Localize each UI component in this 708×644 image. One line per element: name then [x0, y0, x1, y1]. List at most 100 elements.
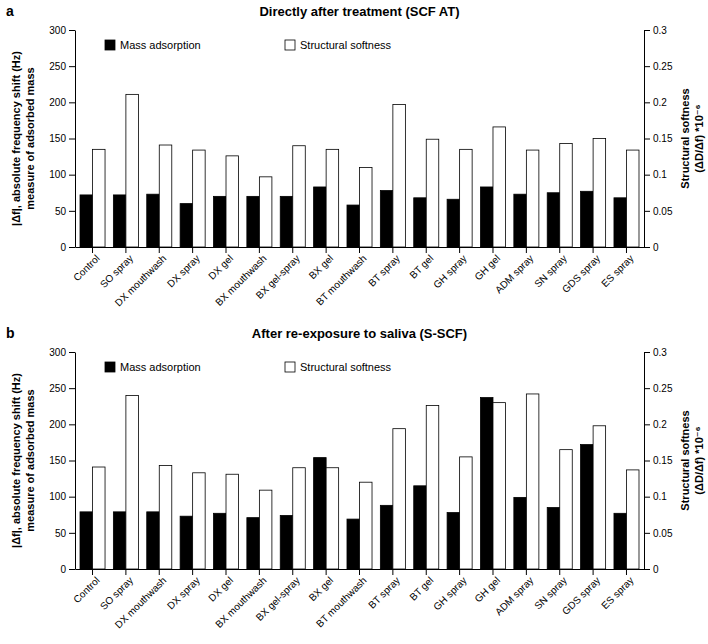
tick-label: ES spray	[599, 575, 635, 611]
legend-label: Mass adsorption	[120, 39, 201, 51]
y2-axis-title: Structural softness	[679, 88, 691, 188]
tick: 0.2	[644, 419, 667, 430]
tick: GH spray	[431, 569, 469, 612]
tick: BX gel-spray	[254, 247, 302, 301]
bar	[293, 146, 306, 247]
tick-label: 0.1	[653, 491, 667, 502]
y2-axis-title: (ΔD/Δf) *10⁻⁶	[693, 104, 705, 172]
bar-series	[80, 398, 626, 569]
legend-label: Mass adsorption	[120, 361, 201, 373]
tick-mark	[292, 569, 293, 575]
tick-mark	[644, 211, 650, 212]
bar	[113, 195, 126, 247]
tick: 0	[644, 242, 659, 253]
bar	[614, 513, 627, 569]
axis-line	[75, 353, 76, 570]
tick: BT mouthwash	[314, 247, 369, 307]
legend-swatch	[285, 362, 295, 372]
bar	[480, 398, 493, 569]
tick: DX spray	[165, 247, 202, 290]
tick: 150	[49, 455, 75, 466]
tick-mark	[559, 247, 560, 253]
tick: 0.25	[644, 61, 673, 72]
y2-axis-title: (ΔD/Δf) *10⁻⁶	[693, 426, 705, 494]
tick-mark	[492, 569, 493, 575]
tick-label: GH gel	[472, 575, 502, 605]
tick-label: 0.2	[653, 419, 667, 430]
tick-mark	[259, 247, 260, 253]
tick: DX spray	[165, 569, 202, 612]
bar	[326, 468, 339, 569]
bar	[213, 196, 226, 247]
bar	[426, 406, 439, 569]
tick: BX gel	[307, 569, 336, 603]
legend: Mass adsorptionStructural softness	[105, 361, 392, 373]
tick: 300	[49, 347, 75, 358]
tick-mark	[69, 533, 75, 534]
bar	[614, 198, 627, 247]
bar	[247, 196, 260, 247]
tick: 250	[49, 61, 75, 72]
tick-label: 50	[55, 528, 67, 539]
bar	[280, 515, 293, 569]
panel: 05010015020025030000.050.10.150.20.250.3…	[6, 3, 705, 308]
bar	[93, 467, 106, 569]
tick-label: BT mouthwash	[314, 253, 369, 308]
bar	[581, 191, 594, 247]
bar	[159, 145, 172, 247]
tick-mark	[644, 175, 650, 176]
tick-label: BT gel	[407, 253, 435, 281]
y-axis: 050100150200250300	[49, 347, 75, 575]
legend-entry: Mass adsorption	[105, 361, 201, 373]
bar	[193, 150, 206, 247]
tick: BT spray	[366, 247, 402, 289]
tick: 0.2	[644, 97, 667, 108]
bar	[493, 127, 506, 247]
bar	[113, 512, 126, 569]
bar	[180, 204, 193, 247]
bar	[314, 458, 327, 569]
tick-label: 200	[49, 419, 66, 430]
bar	[259, 490, 272, 569]
tick-label: DX mouthwash	[113, 253, 169, 309]
tick: 0.1	[644, 169, 667, 180]
bar	[93, 149, 106, 247]
tick-label: 150	[49, 133, 66, 144]
bar	[380, 505, 393, 569]
tick: DX gel	[206, 247, 235, 282]
tick-mark	[69, 247, 75, 248]
tick: 0	[644, 564, 659, 575]
bar	[360, 167, 373, 247]
tick-label: DX spray	[165, 253, 202, 290]
tick: GH gel	[472, 569, 502, 604]
bar	[626, 470, 639, 569]
tick: GDS spray	[560, 247, 602, 295]
tick-label: BX gel-spray	[254, 575, 302, 623]
tick-label: 0.1	[653, 169, 667, 180]
tick-label: 0	[60, 242, 66, 253]
bar	[414, 198, 427, 247]
bar	[360, 482, 373, 569]
legend-label: Structural softness	[300, 39, 392, 51]
tick: BT spray	[366, 569, 402, 611]
bar	[147, 194, 160, 247]
tick: Control	[71, 247, 102, 283]
tick: 300	[49, 25, 75, 36]
bar	[80, 195, 93, 247]
bar	[159, 466, 172, 569]
tick-mark	[92, 247, 93, 253]
tick: 200	[49, 419, 75, 430]
tick-mark	[526, 247, 527, 253]
panel-label: a	[6, 3, 14, 19]
tick-mark	[69, 497, 75, 498]
tick-label: GH spray	[431, 575, 469, 613]
tick-label: 150	[49, 455, 66, 466]
tick-label: 100	[49, 169, 66, 180]
tick: ES spray	[599, 247, 635, 289]
tick-label: 250	[49, 61, 66, 72]
tick-label: BT spray	[366, 575, 402, 611]
tick-label: BX gel	[307, 253, 336, 282]
tick-label: 50	[55, 206, 67, 217]
tick-label: 0.05	[653, 206, 673, 217]
bar	[514, 497, 527, 569]
